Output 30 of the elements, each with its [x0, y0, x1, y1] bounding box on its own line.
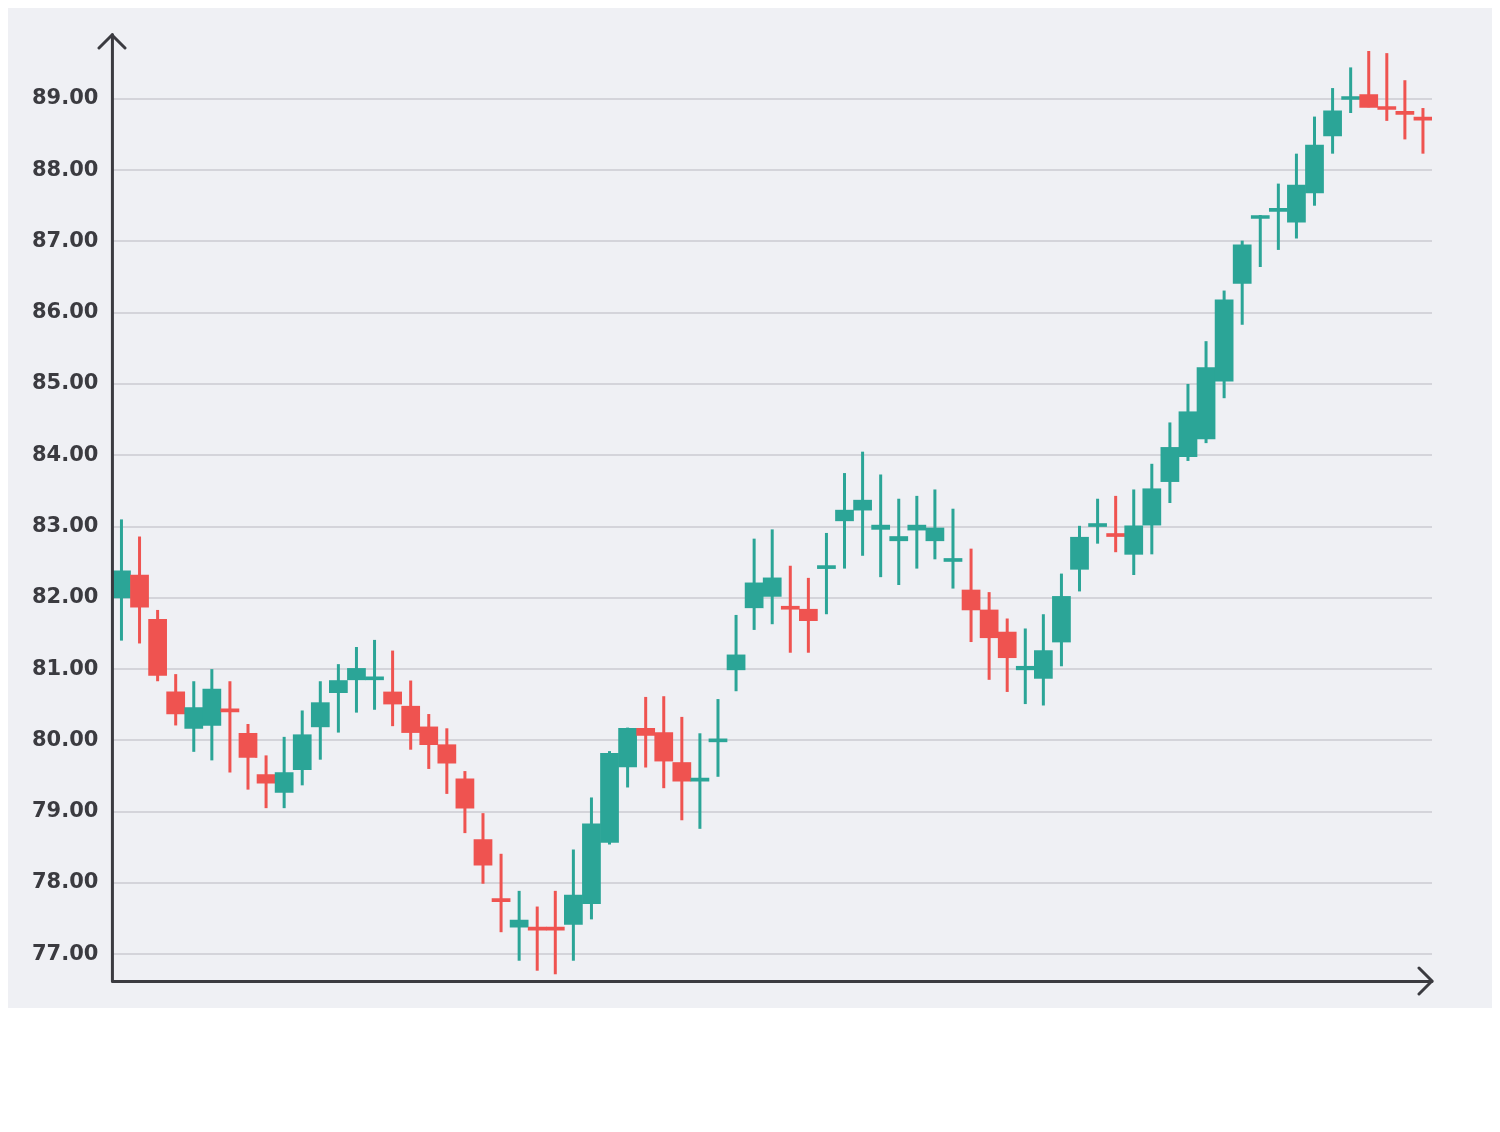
- y-tick-label: 88.00: [31, 156, 99, 181]
- candlestick: [943, 508, 963, 589]
- y-tick-label: 85.00: [31, 370, 99, 395]
- candlestick: [1106, 494, 1126, 554]
- y-tick-label: 79.00: [31, 798, 99, 823]
- y-tick-label: 80.00: [31, 726, 99, 751]
- candlestick: [1395, 80, 1415, 140]
- candlestick: [383, 650, 402, 728]
- y-tick-label: 81.00: [31, 655, 99, 680]
- candlestick: [889, 498, 909, 585]
- y-tick-label: 86.00: [31, 299, 99, 324]
- candlestick: [726, 613, 746, 693]
- y-tick-label: 87.00: [31, 227, 99, 252]
- candlestick: [1088, 498, 1107, 544]
- candlestick: [491, 852, 511, 934]
- candlestick: [166, 674, 186, 726]
- candlestick: [509, 889, 529, 961]
- y-tick-label: 89.00: [31, 85, 99, 110]
- y-tick-label: 82.00: [31, 584, 99, 609]
- candlestick: [817, 531, 836, 616]
- y-tick-label: 84.00: [31, 441, 99, 466]
- candlestick: [1250, 214, 1270, 268]
- y-tick-label: 83.00: [31, 512, 99, 537]
- candlestick: [871, 474, 891, 579]
- candlestick: [1341, 67, 1361, 114]
- y-tick-label: 77.00: [31, 940, 99, 965]
- candlestick: [256, 755, 276, 810]
- candlestick: [274, 735, 294, 810]
- y-tick-label: 78.00: [31, 869, 99, 894]
- candlestick: [961, 548, 981, 644]
